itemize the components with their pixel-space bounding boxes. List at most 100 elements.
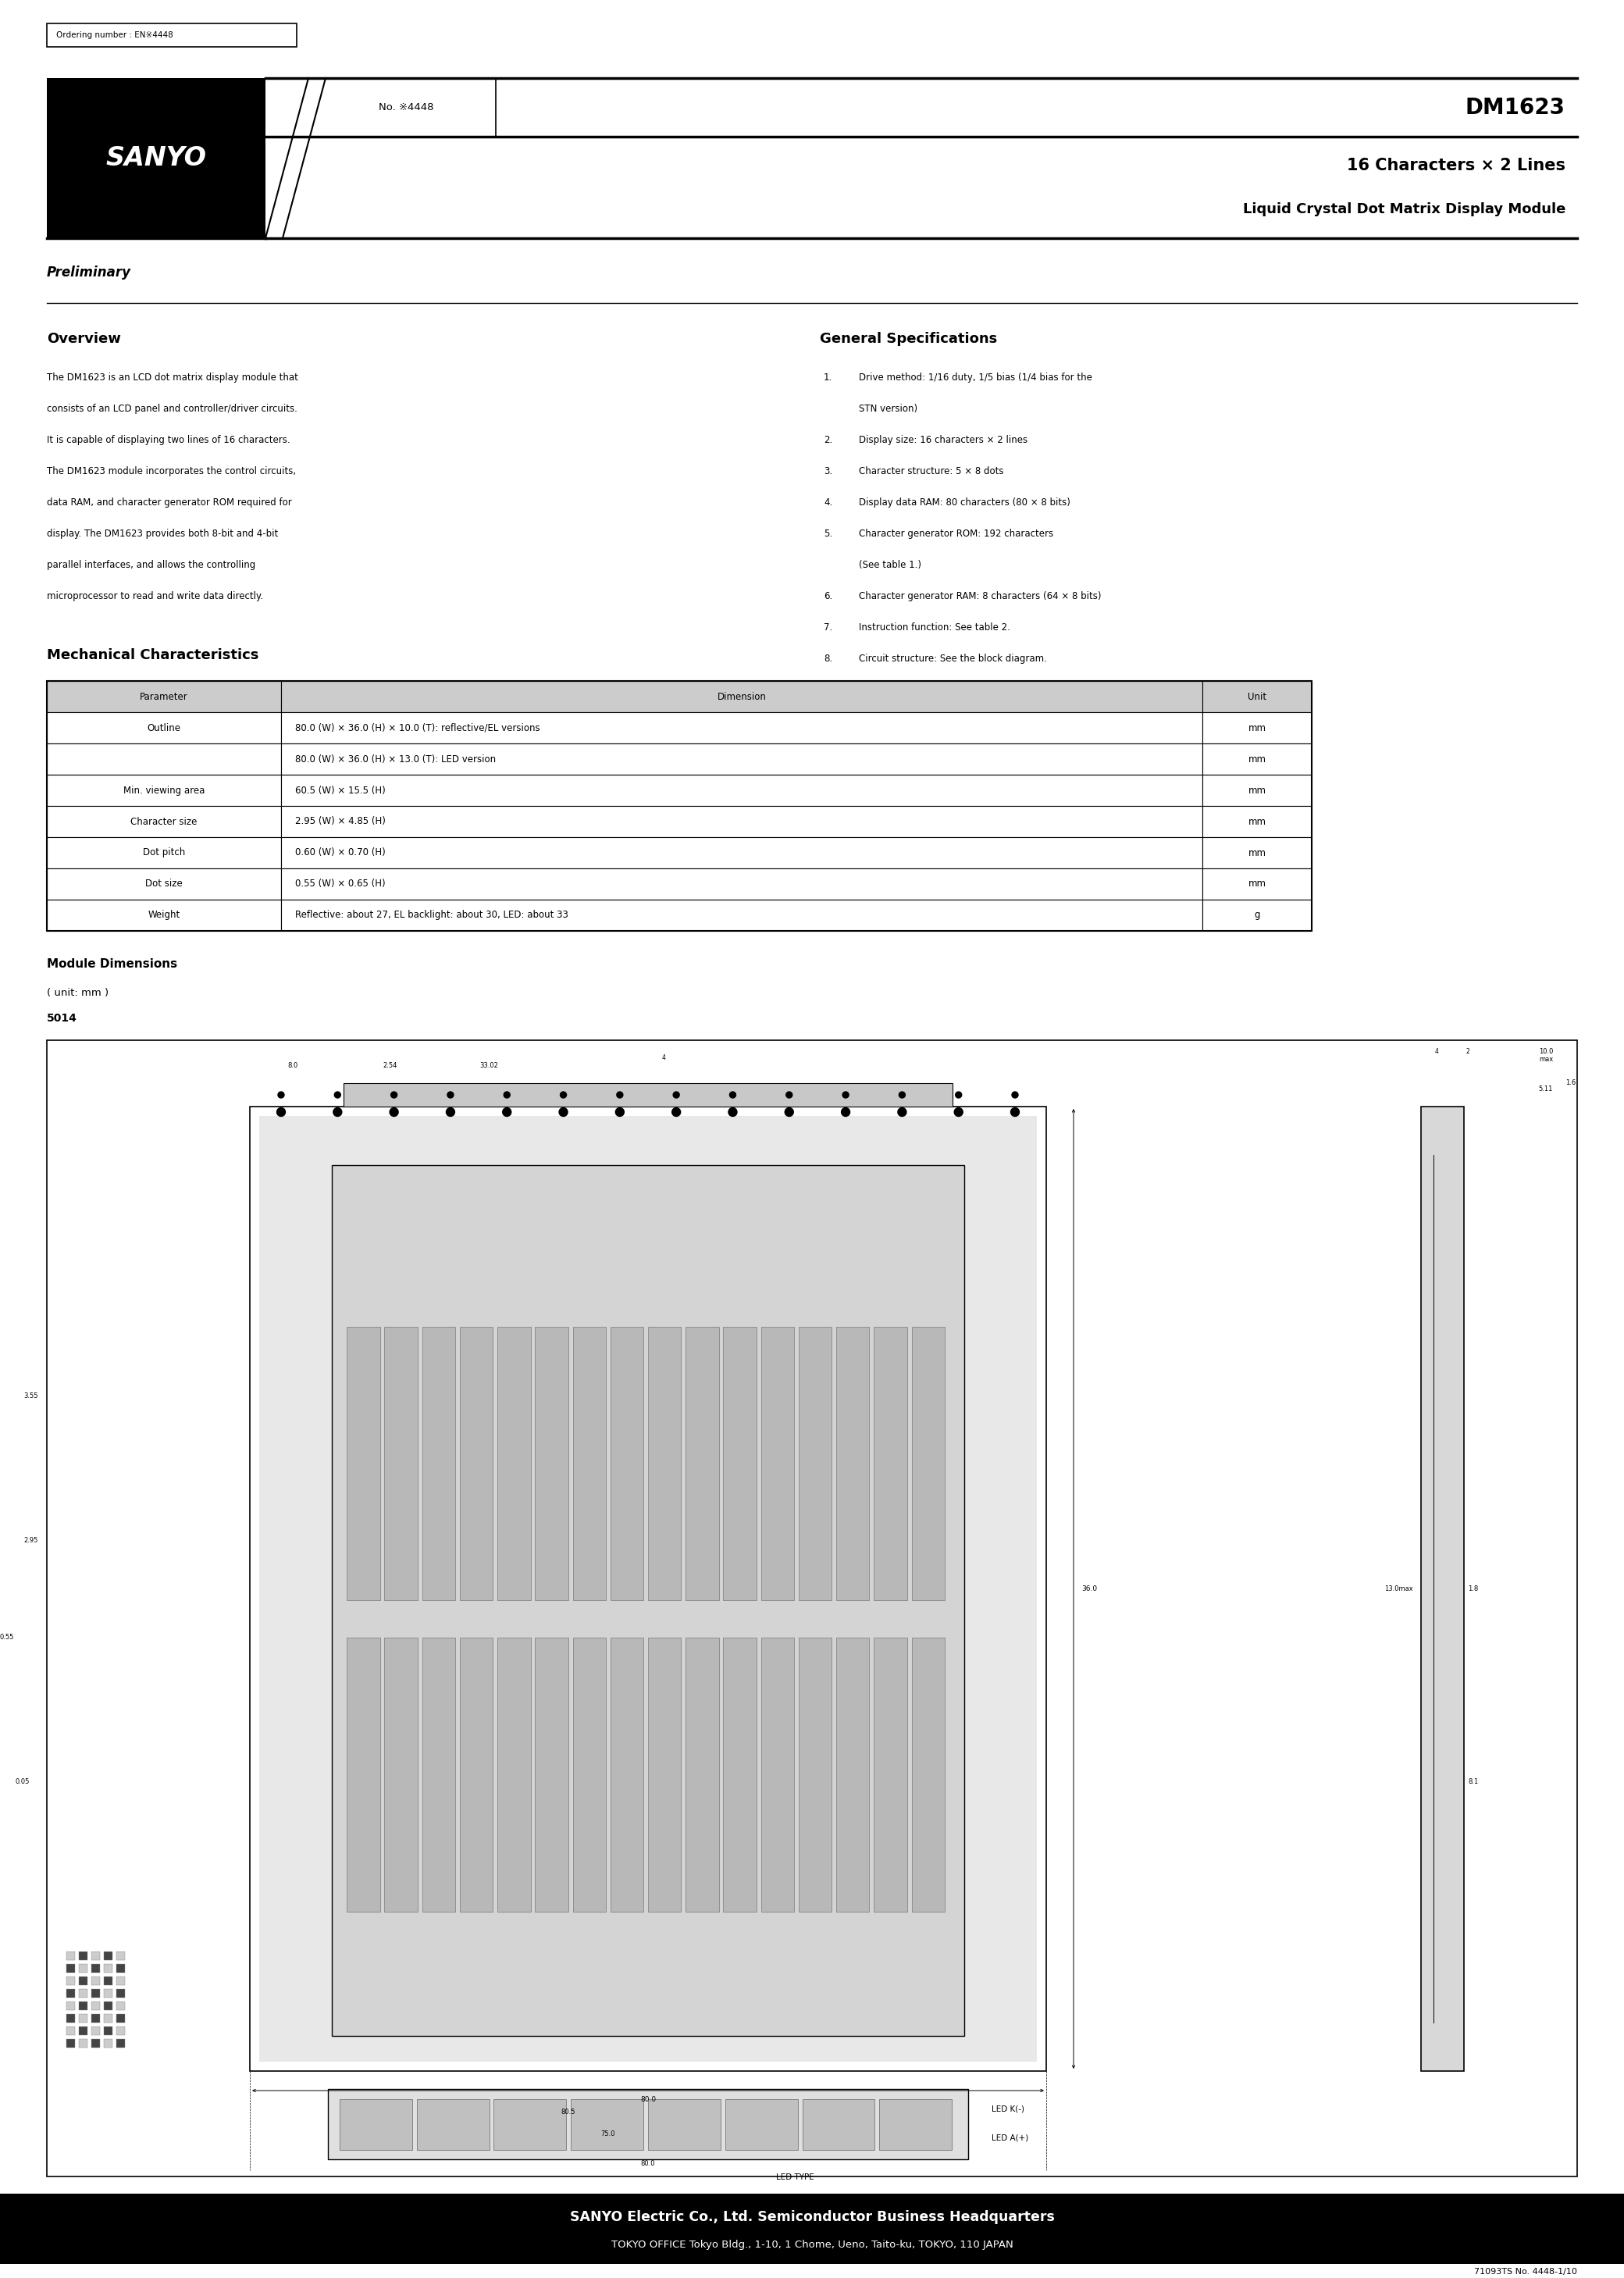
Text: Mechanical Characteristics: Mechanical Characteristics <box>47 649 258 663</box>
Text: Display size: 16 characters × 2 lines: Display size: 16 characters × 2 lines <box>859 435 1028 444</box>
Text: 8.: 8. <box>823 654 833 663</box>
Bar <box>344 1082 953 1107</box>
Bar <box>117 1977 125 1984</box>
Text: Min. viewing area: Min. viewing area <box>123 786 205 795</box>
Bar <box>104 1952 112 1959</box>
Text: 80.0: 80.0 <box>640 2096 656 2103</box>
Text: LED TYPE: LED TYPE <box>776 2173 814 2180</box>
Bar <box>460 1638 494 1911</box>
Bar <box>104 1977 112 1984</box>
Text: display. The DM1623 provides both 8-bit and 4-bit: display. The DM1623 provides both 8-bit … <box>47 528 278 540</box>
Bar <box>260 1116 1036 2062</box>
Text: mm: mm <box>1249 786 1267 795</box>
Bar <box>117 1964 125 1973</box>
Text: Dimension: Dimension <box>718 693 767 702</box>
Bar <box>281 743 1202 775</box>
Text: Liquid Crystal Dot Matrix Display Module: Liquid Crystal Dot Matrix Display Module <box>1242 203 1566 216</box>
Text: 6.: 6. <box>823 592 833 601</box>
Text: 60.5 (W) × 15.5 (H): 60.5 (W) × 15.5 (H) <box>296 786 385 795</box>
Bar <box>281 681 1202 713</box>
Text: Ordering number : EN※4448: Ordering number : EN※4448 <box>57 32 174 39</box>
Bar <box>47 806 281 838</box>
Text: (See table 1.): (See table 1.) <box>859 560 921 570</box>
Text: data RAM, and character generator ROM required for: data RAM, and character generator ROM re… <box>47 497 292 508</box>
Text: Dot size: Dot size <box>145 879 182 888</box>
Text: It is capable of displaying two lines of 16 characters.: It is capable of displaying two lines of… <box>47 435 291 444</box>
Text: Module Dimensions: Module Dimensions <box>47 959 177 970</box>
Bar <box>573 1638 606 1911</box>
Circle shape <box>278 1091 284 1098</box>
Bar <box>534 1326 568 1601</box>
Text: mm: mm <box>1249 816 1267 827</box>
Circle shape <box>333 1107 341 1116</box>
Text: 1.6: 1.6 <box>1566 1080 1575 1087</box>
Bar <box>117 2014 125 2023</box>
Bar <box>91 2014 101 2023</box>
Bar <box>328 2089 968 2160</box>
Bar <box>80 1964 88 1973</box>
Circle shape <box>503 1091 510 1098</box>
Text: TOKYO OFFICE Tokyo Bldg., 1-10, 1 Chome, Ueno, Taito-ku, TOKYO, 110 JAPAN: TOKYO OFFICE Tokyo Bldg., 1-10, 1 Chome,… <box>611 2239 1013 2251</box>
Bar <box>281 900 1202 932</box>
Circle shape <box>841 1107 849 1116</box>
Bar <box>911 1326 945 1601</box>
Circle shape <box>729 1107 737 1116</box>
Text: 8.0: 8.0 <box>287 1062 297 1068</box>
Bar <box>281 868 1202 900</box>
Bar <box>80 2027 88 2034</box>
Bar <box>572 2098 643 2150</box>
Text: Reflective: about 27, EL backlight: about 30, LED: about 33: Reflective: about 27, EL backlight: abou… <box>296 911 568 920</box>
Bar <box>281 713 1202 743</box>
Bar <box>67 1952 75 1959</box>
Text: 75.0: 75.0 <box>601 2130 615 2137</box>
Bar <box>874 1638 908 1911</box>
Circle shape <box>447 1091 453 1098</box>
Bar <box>762 1638 794 1911</box>
Circle shape <box>391 1091 398 1098</box>
Bar <box>80 2039 88 2048</box>
Circle shape <box>1012 1091 1018 1098</box>
Bar <box>611 1326 643 1601</box>
Bar <box>91 2039 101 2048</box>
Text: SANYO: SANYO <box>106 146 206 171</box>
Text: General Specifications: General Specifications <box>820 333 997 346</box>
Bar <box>47 775 281 806</box>
Bar <box>417 2098 489 2150</box>
Bar <box>91 2027 101 2034</box>
Circle shape <box>955 1107 963 1116</box>
Bar <box>67 1964 75 1973</box>
Circle shape <box>672 1107 680 1116</box>
Bar <box>80 2002 88 2009</box>
Text: Dot pitch: Dot pitch <box>143 847 185 859</box>
Bar <box>1202 868 1312 900</box>
Text: consists of an LCD panel and controller/driver circuits.: consists of an LCD panel and controller/… <box>47 403 297 415</box>
Text: 2.95: 2.95 <box>23 1538 37 1544</box>
Bar <box>47 23 297 48</box>
Text: Character generator RAM: 8 characters (64 × 8 bits): Character generator RAM: 8 characters (6… <box>859 592 1101 601</box>
Bar <box>80 1989 88 1998</box>
Bar <box>348 1638 380 1911</box>
Text: 1.8: 1.8 <box>1468 1585 1478 1592</box>
Bar <box>47 900 281 932</box>
Bar <box>460 1326 494 1601</box>
Text: SANYO Electric Co., Ltd. Semiconductor Business Headquarters: SANYO Electric Co., Ltd. Semiconductor B… <box>570 2210 1054 2223</box>
Bar <box>91 1989 101 1998</box>
Text: mm: mm <box>1249 847 1267 859</box>
Bar <box>67 2002 75 2009</box>
Text: Outline: Outline <box>148 722 180 734</box>
Circle shape <box>447 1107 455 1116</box>
Text: Character structure: 5 × 8 dots: Character structure: 5 × 8 dots <box>859 467 1004 476</box>
Text: ( unit: mm ): ( unit: mm ) <box>47 989 109 998</box>
Text: mm: mm <box>1249 722 1267 734</box>
Bar <box>104 2039 112 2048</box>
Bar <box>799 1326 831 1601</box>
Bar <box>348 1326 380 1601</box>
Text: Circuit structure: See the block diagram.: Circuit structure: See the block diagram… <box>859 654 1047 663</box>
Text: 2: 2 <box>1466 1048 1470 1055</box>
Circle shape <box>843 1091 849 1098</box>
Circle shape <box>955 1091 961 1098</box>
Text: LED A(+): LED A(+) <box>992 2134 1028 2141</box>
Bar <box>799 1638 831 1911</box>
Bar <box>80 1952 88 1959</box>
Bar <box>117 1952 125 1959</box>
